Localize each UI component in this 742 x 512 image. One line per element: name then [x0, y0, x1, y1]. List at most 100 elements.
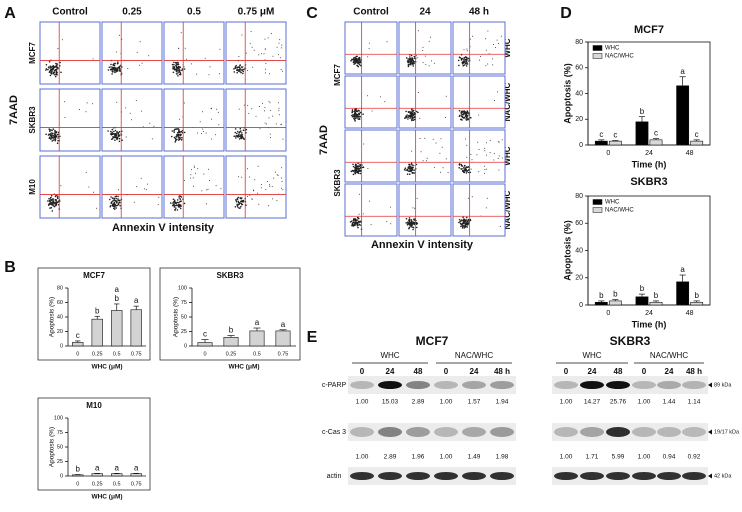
event-dot: [235, 137, 237, 139]
event-dot: [55, 131, 57, 134]
event-dot: [413, 57, 416, 60]
event-dot: [410, 163, 412, 166]
event-dot: [92, 103, 93, 105]
event-dot: [419, 138, 421, 139]
blot-band: [350, 427, 374, 437]
event-dot: [239, 127, 242, 130]
event-dot: [239, 64, 241, 66]
event-dot: [405, 222, 408, 224]
event-dot: [409, 225, 411, 227]
event-dot: [352, 165, 355, 168]
event-dot: [461, 165, 464, 167]
band-ratio: 1.49: [468, 454, 481, 461]
event-dot: [445, 158, 447, 160]
event-dot: [52, 128, 55, 130]
group-label: WHC: [380, 351, 399, 360]
event-dot: [408, 170, 410, 173]
event-dot: [56, 73, 58, 76]
event-dot: [263, 53, 265, 55]
event-dot: [54, 138, 57, 140]
event-dot: [415, 110, 418, 113]
y-tick-label: 20: [575, 275, 583, 282]
marker-arrow: [708, 473, 712, 479]
event-dot: [352, 58, 355, 60]
event-dot: [353, 59, 356, 62]
event-dot: [350, 170, 353, 173]
x-tick-label: 0.25: [92, 481, 103, 487]
flow-plot: [225, 155, 287, 219]
event-dot: [176, 73, 178, 75]
event-dot: [219, 73, 220, 75]
event-dot: [269, 185, 271, 187]
event-dot: [282, 189, 284, 191]
event-dot: [281, 187, 282, 189]
x-tick-label: 48: [686, 150, 694, 157]
x-tick-label: 0.75: [131, 351, 142, 357]
significance-letter: b: [640, 284, 645, 293]
event-dot: [465, 138, 467, 140]
event-dot: [460, 111, 463, 113]
flow-frame: [101, 155, 163, 219]
event-dot: [178, 129, 180, 131]
row-label: WHC: [503, 146, 512, 165]
event-dot: [354, 111, 357, 114]
y-tick-label: 60: [575, 65, 583, 72]
blot-title: MCF7: [416, 334, 449, 348]
event-dot: [251, 46, 253, 48]
event-dot: [484, 147, 486, 149]
y-tick-label: 50: [57, 444, 63, 450]
event-dot: [179, 207, 182, 210]
event-dot: [462, 216, 464, 219]
event-dot: [50, 137, 53, 139]
event-dot: [485, 38, 487, 40]
event-dot: [117, 189, 119, 191]
y-axis-label: Apoptosis (%): [562, 220, 572, 281]
event-dot: [492, 64, 494, 66]
significance-letter: c: [613, 131, 617, 140]
event-dot: [52, 66, 55, 69]
event-dot: [173, 131, 175, 133]
event-dot: [355, 163, 357, 166]
event-dot: [179, 118, 180, 120]
event-dot: [113, 132, 115, 135]
event-dot: [234, 66, 237, 68]
event-dot: [263, 110, 265, 112]
event-dot: [236, 197, 239, 200]
event-dot: [208, 168, 209, 170]
event-dot: [276, 174, 278, 176]
event-dot: [465, 216, 468, 219]
significance-letter: b: [115, 294, 120, 303]
event-dot: [114, 62, 116, 65]
bar: [111, 473, 123, 477]
bar: [594, 301, 608, 306]
bar: [608, 300, 622, 306]
event-dot: [357, 166, 359, 168]
event-dot: [264, 38, 266, 40]
event-dot: [404, 117, 406, 119]
event-dot: [174, 208, 176, 211]
event-dot: [471, 196, 473, 198]
event-dot: [79, 109, 80, 111]
event-dot: [411, 112, 414, 115]
event-dot: [178, 197, 180, 199]
event-dot: [88, 186, 90, 188]
event-dot: [413, 61, 416, 63]
event-dot: [118, 137, 121, 140]
y-tick-label: 0: [60, 473, 63, 479]
event-dot: [494, 47, 496, 48]
flow-plot: [225, 21, 287, 85]
event-dot: [236, 71, 238, 74]
flow-frame: [163, 88, 225, 152]
event-dot: [407, 60, 409, 62]
event-dot: [272, 115, 274, 117]
event-dot: [430, 36, 431, 38]
event-dot: [422, 160, 424, 162]
lane-label: 48 h: [494, 367, 510, 376]
bar: [130, 309, 142, 347]
flow-frame: [344, 21, 398, 75]
event-dot: [53, 69, 56, 72]
column-header: 0.25: [122, 7, 142, 18]
band-ratio: 2.89: [412, 399, 425, 406]
event-dot: [469, 219, 472, 222]
event-dot: [485, 154, 487, 156]
